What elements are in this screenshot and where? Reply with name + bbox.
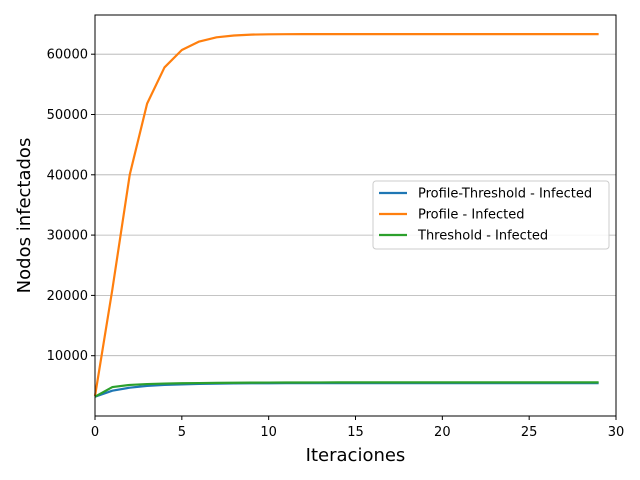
y-tick-label: 10000 [47,349,88,364]
grid-lines [95,53,616,357]
series-lines [93,33,599,398]
y-tick-label: 50000 [47,108,88,123]
x-tick-label: 5 [178,425,186,440]
x-tick-label: 30 [608,425,625,440]
y-tick-label: 30000 [47,229,88,244]
legend: Profile-Threshold - Infected Profile - In… [372,180,610,250]
x-tick-label: 25 [521,425,538,440]
y-axis-ticks: 10000 20000 30000 40000 50000 60000 [47,48,95,364]
x-tick-label: 0 [91,425,99,440]
legend-box [372,180,610,250]
x-axis-ticks: 0 5 10 15 20 25 30 [91,416,624,440]
y-axis-label: Nodos infectados [14,138,35,294]
legend-entry: Threshold - Infected [417,229,548,244]
y-tick-label: 40000 [47,168,88,183]
series-line-2 [93,33,599,397]
series-line-1 [94,382,599,398]
x-tick-label: 15 [347,425,364,440]
y-tick-label: 60000 [47,48,88,63]
legend-entry: Profile - Infected [418,208,525,223]
x-axis-label: Iteraciones [306,445,406,466]
x-tick-label: 20 [434,425,451,440]
series-line-3 [94,381,599,398]
x-tick-label: 10 [260,425,277,440]
legend-entry: Profile-Threshold - Infected [418,187,592,202]
y-tick-label: 20000 [47,289,88,304]
